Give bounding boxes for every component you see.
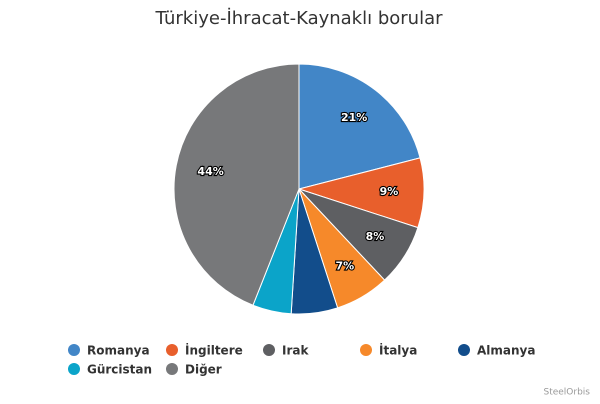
chart-title: Türkiye-İhracat-Kaynaklı borular bbox=[154, 8, 443, 29]
pie-slice bbox=[298, 63, 421, 190]
legend-marker bbox=[166, 344, 178, 356]
credit: SteelOrbis bbox=[543, 388, 590, 398]
legend-label: Irak bbox=[282, 344, 309, 358]
data-label: 7% bbox=[335, 259, 354, 272]
data-label: 8% bbox=[366, 230, 385, 243]
data-label: 44% bbox=[197, 165, 223, 178]
legend-marker bbox=[166, 363, 178, 375]
legend-marker bbox=[458, 344, 470, 356]
legend-label: İtalya bbox=[379, 343, 417, 358]
legend-label: İngiltere bbox=[185, 343, 243, 358]
legend-label: Gürcistan bbox=[87, 363, 152, 377]
legend-marker bbox=[68, 344, 80, 356]
legend-marker bbox=[360, 344, 372, 356]
data-label: 9% bbox=[380, 185, 399, 198]
legend-marker bbox=[68, 363, 80, 375]
legend-label: Almanya bbox=[477, 344, 535, 358]
legend-label: Romanya bbox=[87, 344, 150, 358]
legend-label: Diğer bbox=[185, 363, 222, 377]
data-label: 21% bbox=[341, 111, 367, 124]
pie-slice bbox=[173, 63, 300, 306]
legend-marker bbox=[263, 344, 275, 356]
